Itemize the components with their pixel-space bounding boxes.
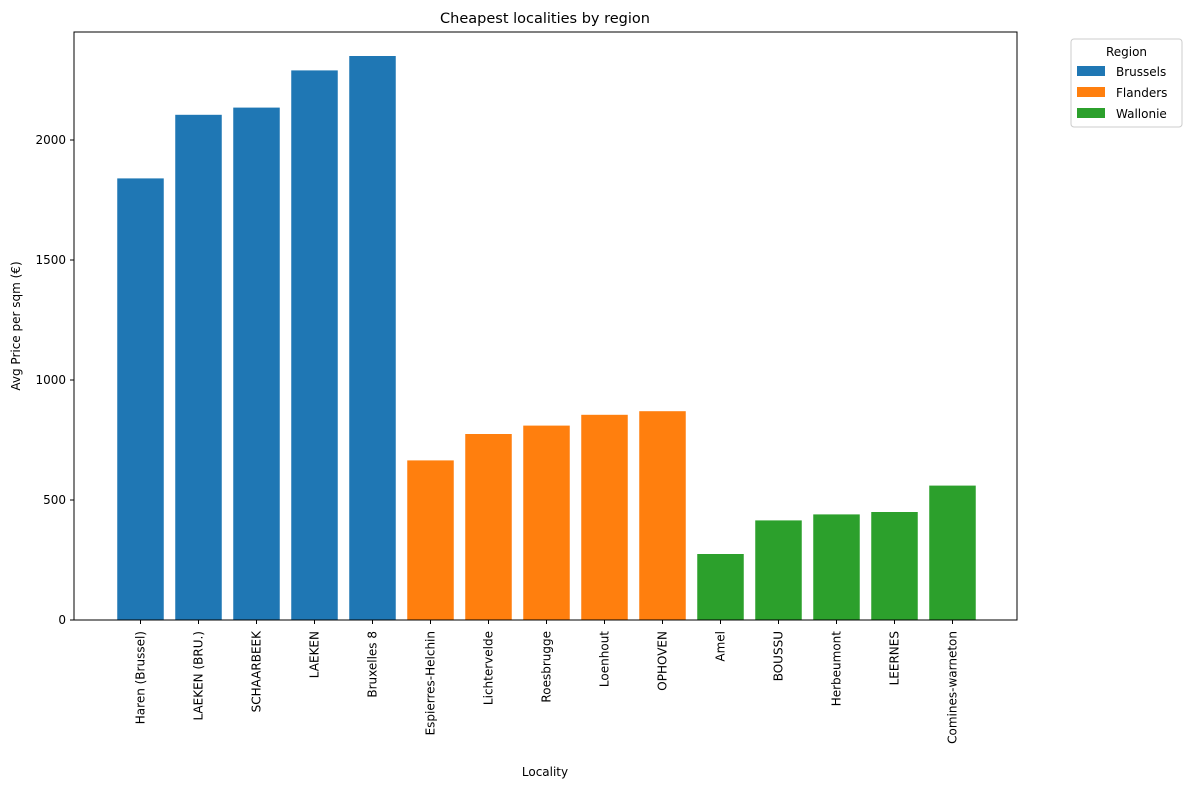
- y-tick-label: 0: [58, 613, 66, 627]
- bar-5: [407, 460, 454, 620]
- bar-13: [871, 512, 918, 620]
- x-tick-label: SCHAARBEEK: [250, 630, 264, 713]
- y-tick-label: 1000: [35, 373, 66, 387]
- bar-12: [813, 514, 860, 620]
- bar-11: [755, 520, 802, 620]
- bar-10: [697, 554, 744, 620]
- chart-title: Cheapest localities by region: [440, 11, 650, 27]
- bar-3: [291, 70, 338, 620]
- y-axis-label: Avg Price per sqm (€): [9, 261, 23, 390]
- y-tick-label: 1500: [35, 253, 66, 267]
- x-tick-label: Comines-warneton: [946, 631, 960, 744]
- x-tick-label: Lichtervelde: [482, 631, 496, 705]
- x-tick-label: Bruxelles 8: [366, 631, 380, 698]
- x-tick-label: Haren (Brussel): [134, 631, 148, 724]
- x-tick-label: Espierres-Helchin: [424, 631, 438, 735]
- legend-swatch: [1077, 66, 1105, 76]
- y-tick-label: 500: [43, 493, 66, 507]
- bar-0: [117, 178, 164, 620]
- plot-frame: [73, 31, 1018, 621]
- bar-7: [523, 425, 570, 620]
- x-axis: Haren (Brussel) LAEKEN (BRU.) SCHAARBEEK LA…: [134, 620, 960, 744]
- x-axis-label: Locality: [522, 765, 568, 779]
- bar-8: [581, 414, 628, 620]
- legend-label: Brussels: [1116, 65, 1166, 79]
- bars-layer: [117, 56, 976, 621]
- legend-swatch: [1077, 87, 1105, 97]
- x-tick-label: Amel: [714, 631, 728, 662]
- x-tick-label: Roesbrugge: [540, 631, 554, 703]
- x-tick-label: LAEKEN (BRU.): [192, 631, 206, 721]
- legend-title: Region: [1106, 45, 1147, 59]
- legend: Region Brussels Flanders Wallonie: [1070, 38, 1183, 128]
- legend-box: [1070, 38, 1183, 128]
- x-tick-label: LAEKEN: [308, 631, 322, 678]
- y-tick-label: 2000: [35, 133, 66, 147]
- bar-2: [233, 107, 280, 621]
- bar-1: [175, 114, 222, 621]
- x-tick-label: Herbeumont: [830, 631, 844, 707]
- bar-4: [349, 56, 396, 620]
- y-axis: 0 500 1000 1500 2000: [35, 133, 74, 627]
- legend-swatch: [1077, 108, 1105, 118]
- x-tick-label: LEERNES: [888, 631, 902, 685]
- x-tick-label: BOUSSU: [772, 631, 786, 681]
- bar-6: [465, 434, 512, 620]
- legend-label: Flanders: [1116, 86, 1167, 100]
- x-tick-label: Loenhout: [598, 631, 612, 687]
- legend-label: Wallonie: [1116, 107, 1167, 121]
- x-tick-label: OPHOVEN: [656, 631, 670, 691]
- bar-14: [929, 485, 976, 620]
- bar-9: [639, 411, 686, 620]
